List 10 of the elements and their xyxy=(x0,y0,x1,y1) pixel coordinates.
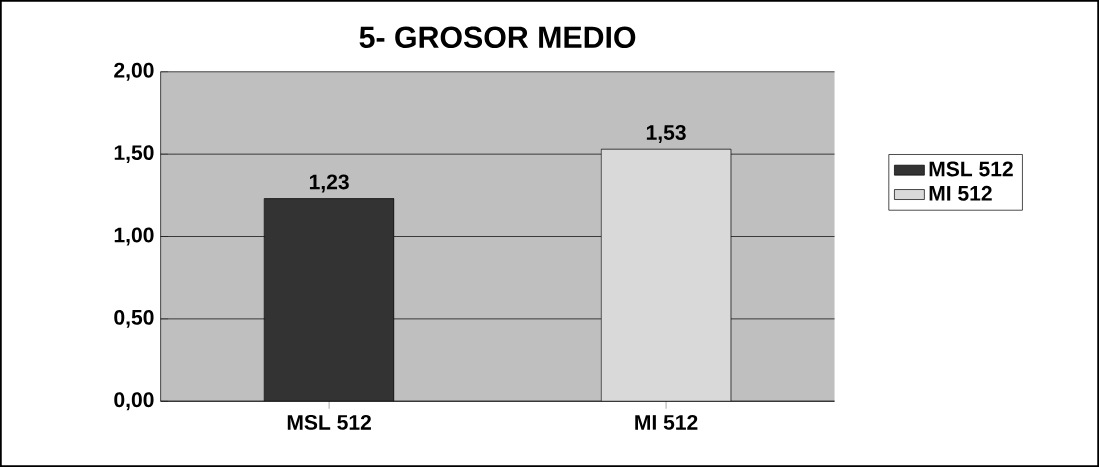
legend-label: MI 512 xyxy=(929,185,992,201)
y-tick-label: 1,50 xyxy=(114,145,154,164)
y-tick-label: 2,00 xyxy=(114,62,154,81)
y-tick-label: 1,00 xyxy=(114,227,154,246)
data-label: 1,53 xyxy=(646,125,686,143)
y-tick-label: 0,00 xyxy=(114,392,154,411)
y-tick-label: 0,50 xyxy=(114,309,154,328)
data-label: 1,23 xyxy=(309,174,349,193)
legend-label: MSL 512 xyxy=(929,161,1013,177)
chart-title: 5- GROSOR MEDIO xyxy=(359,26,636,49)
